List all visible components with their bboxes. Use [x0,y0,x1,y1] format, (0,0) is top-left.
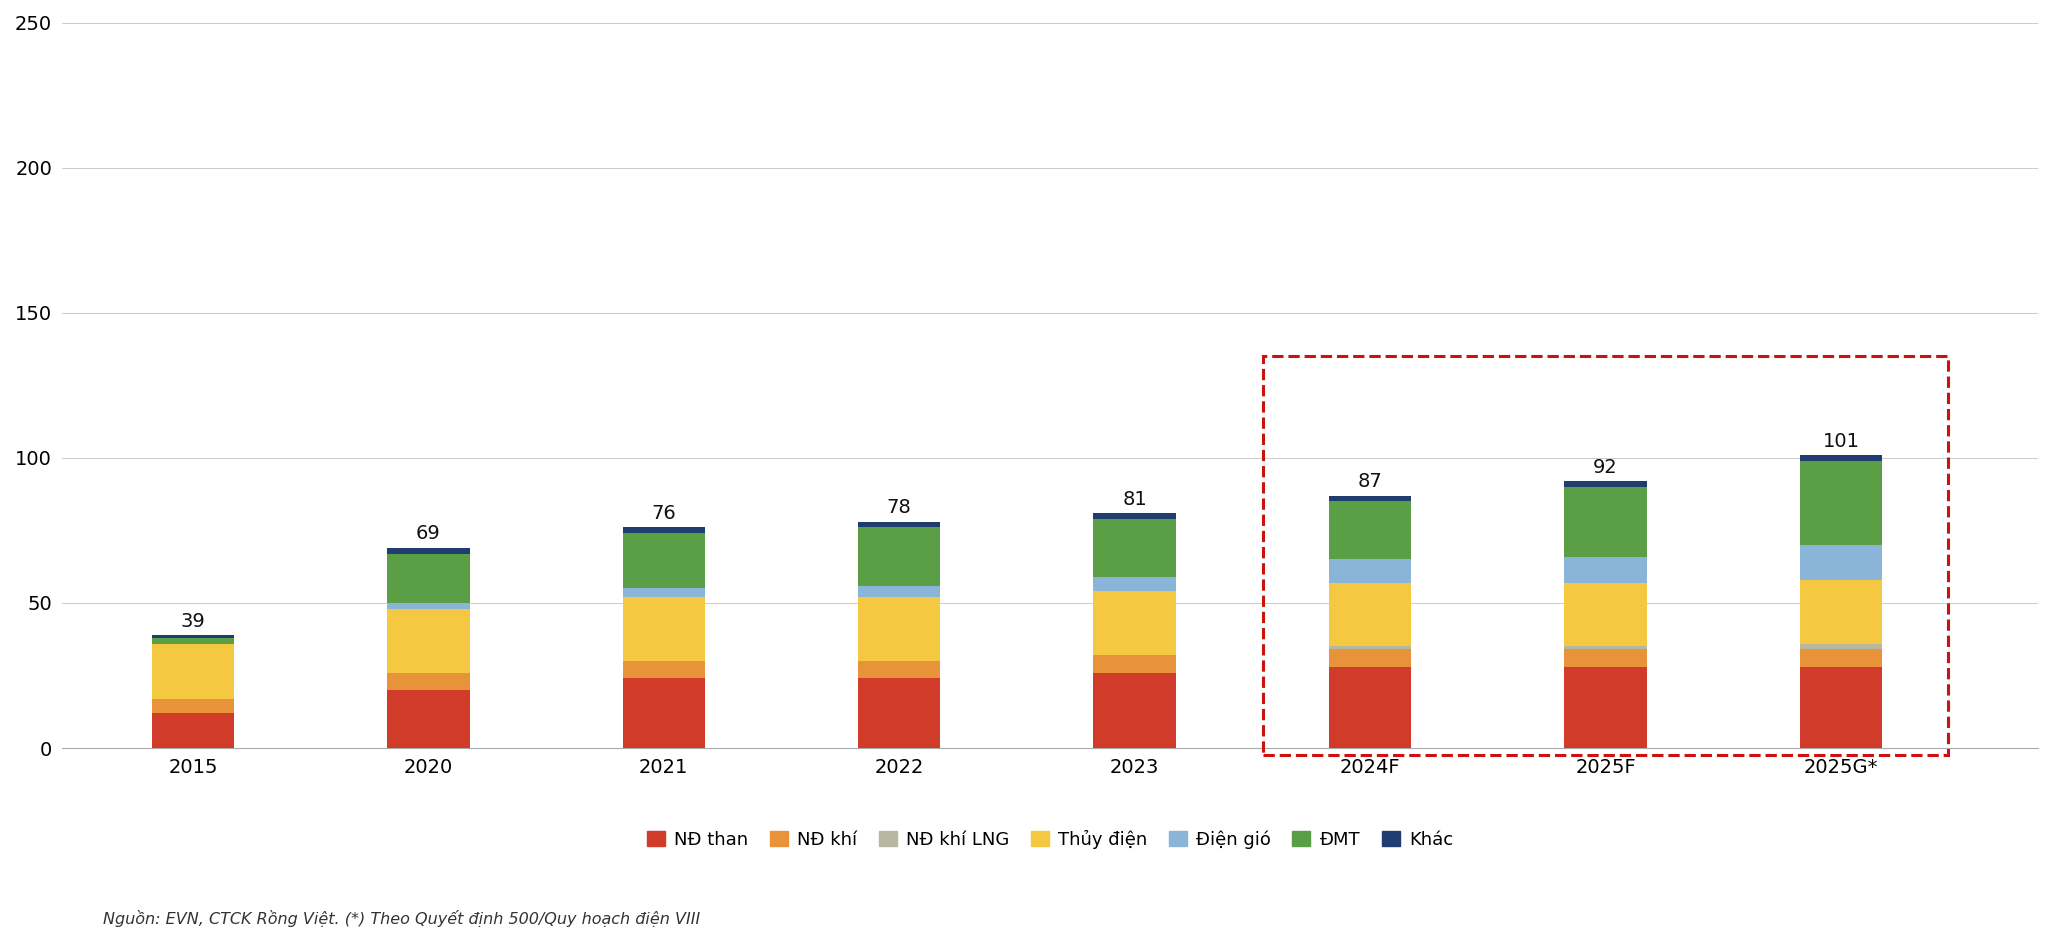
Bar [1328,502,1410,560]
Bar [1328,495,1410,502]
Bar [1094,519,1176,577]
Bar [1564,557,1647,582]
Bar [1564,582,1647,647]
Bar [1800,644,1883,650]
Text: 87: 87 [1357,473,1382,491]
Bar [622,589,704,597]
Bar [1800,650,1883,666]
Bar [388,548,470,553]
Bar [858,597,940,661]
Bar [858,679,940,748]
Bar [1094,655,1176,673]
Bar [1564,481,1647,487]
Bar [1564,647,1647,650]
Bar [1094,592,1176,655]
Bar [152,699,234,713]
Bar [388,673,470,690]
Text: 101: 101 [1823,431,1860,450]
Bar [622,661,704,679]
Bar [1800,455,1883,461]
Bar [1328,560,1410,582]
Bar [388,603,470,608]
Text: 92: 92 [1593,458,1618,476]
Bar [1564,650,1647,666]
Text: Nguồn: EVN, CTCK Rồng Việt. (*) Theo Quyết định 500/Quy hoạch điện VIII: Nguồn: EVN, CTCK Rồng Việt. (*) Theo Quy… [103,910,700,927]
Bar [1800,461,1883,545]
Bar [1328,582,1410,647]
Bar [622,528,704,534]
Bar [388,553,470,603]
Text: 78: 78 [887,498,912,518]
Bar [622,597,704,661]
Bar [152,713,234,748]
Bar [858,661,940,679]
Bar [1094,673,1176,748]
Bar [1328,647,1410,650]
Bar [1094,577,1176,592]
Bar [1800,545,1883,579]
Bar [1328,666,1410,748]
Text: 39: 39 [181,611,205,631]
Bar [388,608,470,673]
Bar [1564,666,1647,748]
Bar [858,528,940,586]
Legend: NĐ than, NĐ khí, NĐ khí LNG, Thủy điện, Điện gió, ĐMT, Khác: NĐ than, NĐ khí, NĐ khí LNG, Thủy điện, … [641,823,1460,856]
Bar [1263,357,1948,755]
Bar [1564,487,1647,557]
Bar [858,521,940,528]
Bar [1800,666,1883,748]
Bar [622,679,704,748]
Bar [152,635,234,637]
Bar [1094,513,1176,519]
Bar [152,644,234,699]
Bar [858,586,940,597]
Bar [388,690,470,748]
Bar [622,534,704,589]
Bar [1800,579,1883,644]
Bar [152,637,234,644]
Text: 69: 69 [417,524,441,544]
Text: 81: 81 [1123,490,1148,508]
Bar [1328,650,1410,666]
Text: 76: 76 [651,505,675,523]
